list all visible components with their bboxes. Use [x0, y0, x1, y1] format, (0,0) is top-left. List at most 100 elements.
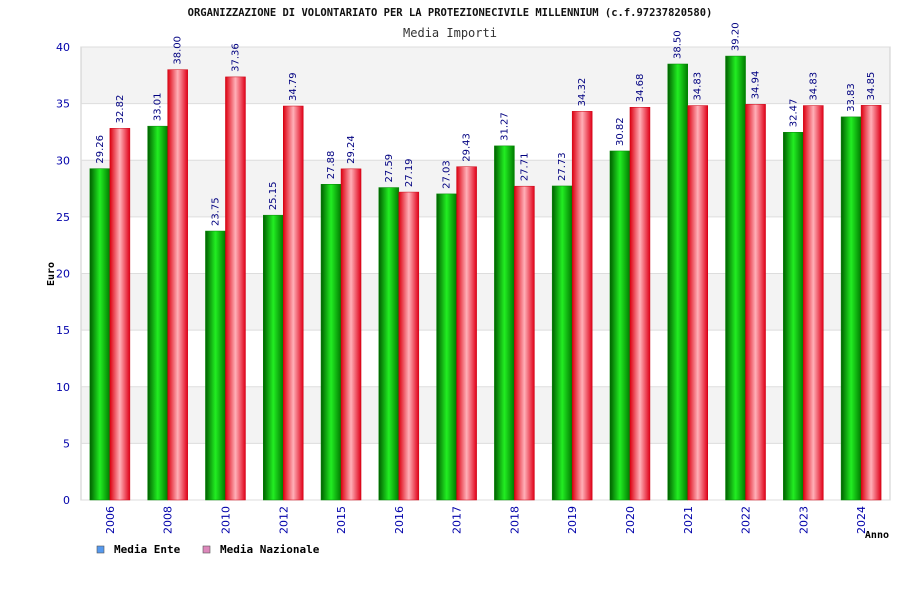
bar-2010-media-ente: [205, 230, 226, 501]
data-label: 33.83: [846, 83, 857, 112]
bar-2024-media-ente: [840, 116, 862, 501]
data-label: 29.43: [462, 133, 473, 162]
x-tick-label: 2010: [219, 506, 232, 534]
bar-2015-media-nazionale: [340, 168, 362, 501]
bar-2021-media-nazionale: [687, 105, 708, 501]
data-label: 27.71: [519, 153, 530, 182]
bar-2017-media-ente: [436, 193, 457, 501]
y-tick-label: 20: [56, 268, 70, 281]
x-tick-label: 2022: [740, 506, 753, 534]
grid-band: [81, 386, 890, 444]
data-label: 32.47: [788, 99, 799, 128]
data-label: 34.85: [866, 72, 877, 101]
data-label: 34.68: [635, 74, 646, 103]
data-label: 38.00: [173, 36, 184, 65]
bar-2021-media-ente: [667, 63, 688, 501]
bar-2016-media-nazionale: [398, 191, 420, 501]
x-tick-label: 2023: [797, 506, 810, 534]
x-tick-label: 2017: [451, 506, 464, 534]
data-label: 27.73: [557, 152, 568, 181]
grid-band: [81, 47, 890, 104]
x-tick-label: 2019: [566, 506, 579, 534]
legend-label-media-ente: Media Ente: [114, 543, 181, 556]
data-label: 37.36: [230, 43, 241, 72]
bar-2023-media-ente: [783, 132, 804, 501]
bar-2023-media-nazionale: [803, 105, 824, 501]
y-tick-label: 30: [56, 154, 70, 167]
y-axis-ticks: 0 5 10 15 20 25 30 35 40: [56, 41, 70, 507]
y-tick-label: 35: [56, 98, 70, 111]
data-label: 34.83: [808, 72, 819, 101]
chart-title: ORGANIZZAZIONE DI VOLONTARIATO PER LA PR…: [188, 7, 713, 19]
data-labels: 29.26 32.82 33.01 38.00 23.75 37.36 25.15 34.79…: [95, 22, 877, 226]
data-label: 29.26: [95, 135, 106, 164]
legend-swatch-media-nazionale: [202, 545, 211, 554]
grid-band: [81, 103, 890, 161]
bar-2020-media-nazionale: [629, 106, 651, 501]
data-label: 25.15: [268, 182, 279, 211]
x-tick-label: 2012: [277, 506, 290, 534]
y-tick-label: 0: [63, 494, 70, 507]
grid-band: [81, 216, 890, 274]
bar-2019-media-ente: [551, 185, 573, 501]
grid-band: [81, 330, 890, 387]
data-label: 30.82: [615, 117, 626, 146]
chart-subtitle: Media Importi: [403, 26, 497, 40]
data-label: 27.59: [384, 154, 395, 183]
data-label: 33.01: [153, 93, 164, 122]
data-label: 29.24: [346, 135, 357, 164]
x-tick-label: 2008: [162, 506, 175, 534]
bar-2015-media-ente: [320, 184, 342, 501]
bar-2019-media-nazionale: [571, 111, 593, 501]
data-label: 39.20: [731, 22, 742, 51]
bar-2018-media-nazionale: [514, 185, 535, 501]
bar-2024-media-nazionale: [860, 105, 882, 501]
data-label: 34.94: [751, 71, 762, 100]
x-axis-ticks: 2006 2008 2010 2012 2015 2016 2017 2018 2019 2020…: [104, 506, 868, 534]
y-axis-label: Euro: [46, 262, 57, 286]
data-label: 34.83: [693, 72, 704, 101]
legend-label-media-nazionale: Media Nazionale: [220, 543, 320, 556]
y-tick-label: 15: [56, 324, 70, 337]
legend: Media Ente Media Nazionale: [96, 543, 320, 556]
data-label: 23.75: [210, 197, 221, 226]
bar-2010-media-nazionale: [225, 76, 246, 501]
grid-band: [81, 273, 890, 331]
y-tick-label: 5: [63, 437, 70, 450]
bar-2022-media-ente: [725, 55, 746, 501]
data-label: 31.27: [499, 112, 510, 141]
bar-2018-media-ente: [494, 145, 515, 501]
data-label: 27.03: [442, 160, 453, 189]
x-axis-label: Anno: [865, 530, 889, 541]
bar-2008-media-ente: [147, 125, 168, 501]
x-tick-label: 2021: [682, 506, 695, 534]
x-tick-label: 2016: [393, 506, 406, 534]
y-tick-label: 40: [56, 41, 70, 54]
data-label: 34.32: [577, 78, 588, 107]
x-tick-label: 2024: [855, 506, 868, 534]
data-label: 38.50: [673, 30, 684, 59]
x-tick-label: 2015: [335, 506, 348, 534]
y-tick-label: 25: [56, 211, 70, 224]
data-label: 27.19: [404, 158, 415, 187]
bar-2020-media-ente: [609, 150, 631, 501]
bar-2016-media-ente: [378, 187, 400, 501]
bar-2008-media-nazionale: [167, 69, 188, 501]
bar-2012-media-ente: [263, 214, 284, 501]
bar-2006-media-ente: [89, 168, 111, 501]
x-tick-label: 2006: [104, 506, 117, 534]
legend-swatch-media-ente: [96, 545, 105, 554]
data-label: 32.82: [115, 95, 126, 124]
x-tick-label: 2018: [508, 506, 521, 534]
bar-2022-media-nazionale: [745, 104, 766, 501]
data-label: 34.79: [288, 72, 299, 101]
grid-band: [81, 160, 890, 217]
y-tick-label: 10: [56, 381, 70, 394]
grid-band: [81, 443, 890, 500]
bar-2012-media-nazionale: [283, 105, 304, 501]
x-tick-label: 2020: [624, 506, 637, 534]
bar-2017-media-nazionale: [456, 166, 477, 501]
bar-2006-media-nazionale: [109, 128, 131, 501]
bars: [89, 55, 882, 501]
